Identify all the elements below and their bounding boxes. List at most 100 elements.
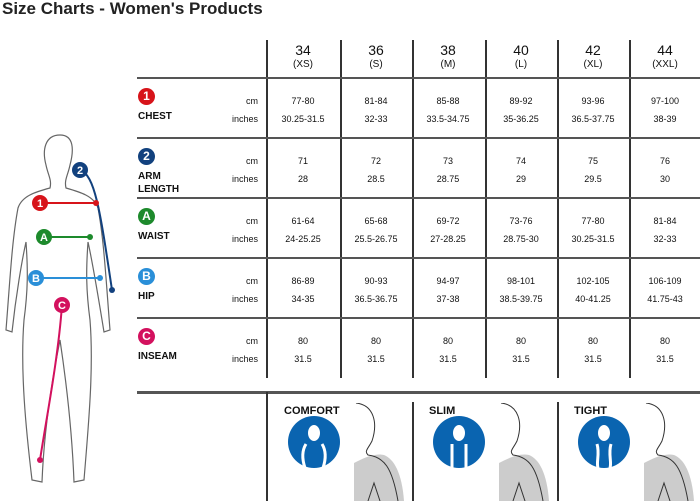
cell-inches: 32-33: [653, 234, 677, 244]
cell-cm: 81-84: [653, 216, 677, 226]
measurement-badge: B: [138, 268, 155, 285]
measurement-badge: 2: [138, 148, 155, 165]
size-header: 44 (XXL): [652, 42, 678, 70]
cell-cm: 102-105: [576, 276, 610, 286]
cell-cm: 77-80: [581, 216, 605, 226]
svg-text:C: C: [58, 300, 66, 312]
cell-cm: 65-68: [364, 216, 388, 226]
cell-inches: 31.5: [367, 354, 385, 364]
cell-inches: 38.5-39.75: [499, 294, 543, 304]
row-divider: [137, 137, 700, 139]
column-divider: [629, 40, 631, 378]
cell-inches: 31.5: [439, 354, 457, 364]
cell-inches: 30.25-31.5: [571, 234, 615, 244]
cell-inches: 37-38: [436, 294, 460, 304]
measurement-name: WAIST: [138, 231, 170, 242]
measurement-name: CHEST: [138, 111, 172, 122]
cell-inches: 28: [297, 174, 308, 184]
cell-cm: 89-92: [509, 96, 533, 106]
row-divider: [137, 77, 700, 79]
svg-text:1: 1: [37, 198, 43, 210]
cell-inches: 30: [659, 174, 670, 184]
cell-inches: 24-25.25: [285, 234, 321, 244]
cell-cm: 94-97: [436, 276, 460, 286]
size-header: 40 (L): [513, 42, 529, 70]
shoulder-silhouette-icon: [644, 403, 694, 501]
unit-cm: cm: [246, 276, 258, 286]
unit-inches: inches: [231, 114, 258, 124]
cell-inches: 35-36.25: [503, 114, 539, 124]
measurement-name: ARM LENGTH: [138, 171, 180, 195]
cell-cm: 73-76: [509, 216, 533, 226]
cell-cm: 90-93: [364, 276, 388, 286]
unit-cm: cm: [246, 216, 258, 226]
svg-text:2: 2: [77, 165, 83, 177]
cell-cm: 106-109: [648, 276, 682, 286]
size-header: 36 (S): [368, 42, 384, 70]
body-figure: 2 1 A B C: [5, 134, 115, 483]
cell-cm: 74: [515, 156, 526, 166]
unit-inches: inches: [231, 354, 258, 364]
row-divider: [137, 257, 700, 259]
measurement-badge: 1: [138, 88, 155, 105]
cell-cm: 71: [297, 156, 308, 166]
cell-cm: 72: [370, 156, 381, 166]
cell-cm: 75: [587, 156, 598, 166]
cell-cm: 93-96: [581, 96, 605, 106]
cell-inches: 30.25-31.5: [281, 114, 325, 124]
cell-cm: 76: [659, 156, 670, 166]
cell-inches: 25.5-26.75: [354, 234, 398, 244]
cell-cm: 81-84: [364, 96, 388, 106]
cell-inches: 28.5: [367, 174, 385, 184]
size-header: 34 (XS): [293, 42, 313, 70]
unit-inches: inches: [231, 174, 258, 184]
cell-cm: 69-72: [436, 216, 460, 226]
cell-cm: 80: [587, 336, 598, 346]
measurement-name: INSEAM: [138, 351, 177, 362]
unit-cm: cm: [246, 96, 258, 106]
column-divider: [557, 40, 559, 378]
cell-inches: 36.5-37.75: [571, 114, 615, 124]
fit-slim-icon: [433, 416, 485, 468]
cell-cm: 77-80: [291, 96, 315, 106]
cell-inches: 40-41.25: [575, 294, 611, 304]
cell-cm: 80: [515, 336, 526, 346]
cell-cm: 98-101: [506, 276, 536, 286]
measurement-badge: C: [138, 328, 155, 345]
cell-cm: 80: [297, 336, 308, 346]
cell-inches: 32-33: [364, 114, 388, 124]
svg-text:B: B: [32, 273, 40, 285]
cell-cm: 85-88: [436, 96, 460, 106]
unit-cm: cm: [246, 336, 258, 346]
cell-inches: 41.75-43: [647, 294, 683, 304]
section-divider: [137, 391, 700, 394]
column-divider: [340, 40, 342, 378]
fit-comfort-icon: [288, 416, 340, 469]
cell-inches: 28.75-30: [503, 234, 539, 244]
unit-inches: inches: [231, 234, 258, 244]
cell-inches: 31.5: [656, 354, 674, 364]
fit-tight-icon: [578, 416, 630, 469]
row-divider: [137, 317, 700, 319]
cell-inches: 31.5: [584, 354, 602, 364]
column-divider: [266, 40, 268, 378]
measurement-name: HIP: [138, 291, 155, 302]
column-divider: [412, 40, 414, 378]
fit-label: TIGHT: [574, 405, 607, 417]
cell-cm: 97-100: [650, 96, 680, 106]
row-divider: [137, 197, 700, 199]
cell-inches: 29.5: [584, 174, 602, 184]
cell-inches: 36.5-36.75: [354, 294, 398, 304]
shoulder-silhouette-icon: [499, 403, 549, 501]
cell-cm: 80: [442, 336, 453, 346]
cell-inches: 27-28.25: [430, 234, 466, 244]
cell-inches: 29: [515, 174, 526, 184]
cell-cm: 61-64: [291, 216, 315, 226]
svg-text:A: A: [40, 232, 48, 244]
fit-label: SLIM: [429, 405, 456, 417]
cell-inches: 31.5: [512, 354, 530, 364]
page-title: Size Charts - Women's Products: [2, 0, 263, 18]
size-header: 42 (XL): [583, 42, 603, 70]
cell-inches: 31.5: [294, 354, 312, 364]
unit-inches: inches: [231, 294, 258, 304]
